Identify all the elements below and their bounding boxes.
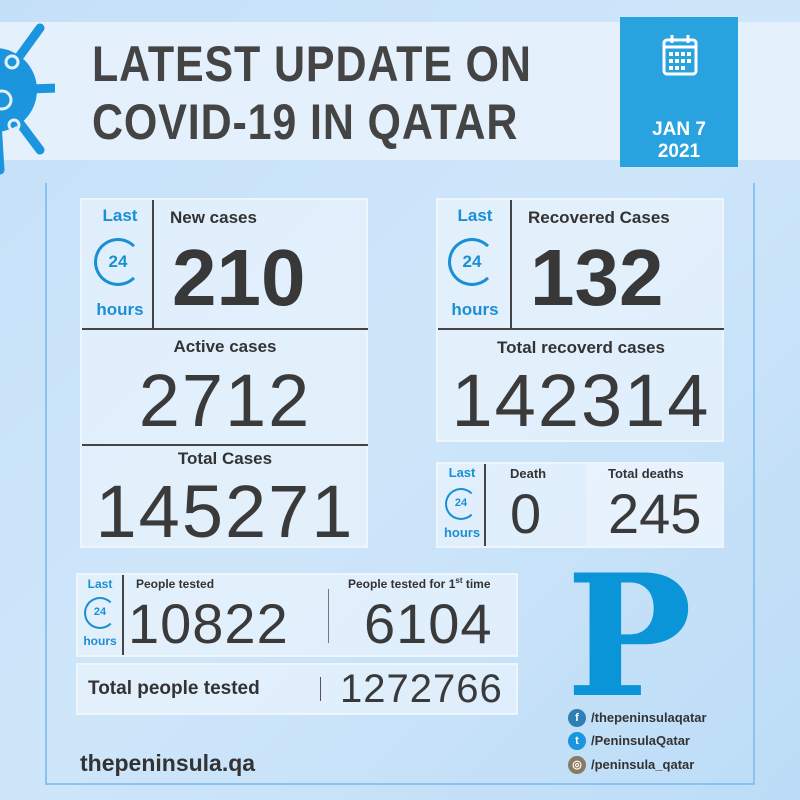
instagram-icon: ◎: [568, 756, 586, 774]
new-cases-value: 210: [172, 233, 306, 322]
calendar-icon: [662, 35, 698, 76]
last-label: Last: [448, 465, 476, 480]
total-deaths-label: Total deaths: [608, 466, 684, 481]
divider: [328, 589, 329, 643]
recovered-card: Last 24 hours Recovered Cases 132 Total …: [436, 198, 724, 442]
hours-label: hours: [451, 300, 499, 319]
date-box: JAN 7 2021: [620, 17, 738, 167]
total-deaths-value: 245: [608, 482, 702, 545]
first-time-label: People tested for 1st time: [348, 576, 491, 591]
page-title: LATEST UPDATE ON COVID-19 IN QATAR: [92, 36, 532, 150]
total-tested-value: 1272766: [340, 667, 503, 711]
recovered-value: 132: [530, 233, 664, 322]
hours-label: hours: [443, 525, 481, 540]
total-tested-label: Total people tested: [88, 678, 260, 699]
divider: [320, 677, 321, 701]
twitter-icon: t: [568, 732, 586, 750]
instagram-link[interactable]: ◎/peninsula_qatar: [568, 756, 694, 774]
total-cases-value: 145271: [95, 470, 355, 553]
total-tested-card: Total people tested 1272766: [76, 663, 518, 715]
tests-card: Last 24 hours People tested 10822 People…: [76, 573, 518, 657]
last-label: Last: [102, 206, 138, 225]
first-time-value: 6104: [364, 592, 493, 655]
content-frame: [45, 183, 755, 785]
divider: [484, 464, 486, 546]
peninsula-logo: P: [566, 537, 693, 735]
24-hours-clock-icon: 24: [94, 238, 142, 286]
deaths-card: Last 24 hours Death 0 Total deaths 245: [436, 462, 724, 548]
virus-icon: [0, 23, 55, 175]
active-cases-label: Active cases: [173, 337, 277, 356]
divider: [122, 575, 124, 655]
hours-label: hours: [83, 634, 117, 648]
24-hours-clock-icon: 24: [448, 238, 496, 286]
people-tested-value: 10822: [128, 592, 289, 655]
total-recovered-value: 142314: [451, 359, 711, 442]
date-month-day: JAN 7: [652, 119, 706, 140]
death-value: 0: [510, 482, 542, 545]
last-label: Last: [457, 206, 493, 225]
24-hours-clock-icon: 24: [445, 488, 477, 520]
website-link[interactable]: thepeninsula.qa: [80, 750, 256, 776]
death-label: Death: [510, 466, 547, 481]
divider: [438, 328, 724, 330]
total-cases-label: Total Cases: [177, 449, 273, 468]
divider: [510, 200, 512, 328]
facebook-link[interactable]: f/thepeninsulaqatar: [568, 709, 707, 727]
facebook-icon: f: [568, 709, 586, 727]
hours-label: hours: [96, 300, 144, 319]
last-label: Last: [87, 577, 113, 591]
divider: [82, 328, 368, 330]
total-recovered-label: Total recoverd cases: [497, 338, 665, 357]
24-hours-clock-icon: 24: [84, 597, 116, 629]
divider: [82, 444, 368, 446]
people-tested-label: People tested: [136, 577, 215, 591]
cases-card: Last 24 hours New cases 210 Active cases…: [80, 198, 368, 553]
date-year: 2021: [657, 140, 701, 162]
active-cases-value: 2712: [138, 359, 312, 442]
recovered-label: Recovered Cases: [528, 208, 670, 227]
total-deaths-panel: [586, 464, 722, 546]
divider: [152, 200, 154, 328]
twitter-link[interactable]: t/PeninsulaQatar: [568, 732, 690, 750]
new-cases-label: New cases: [170, 208, 257, 227]
